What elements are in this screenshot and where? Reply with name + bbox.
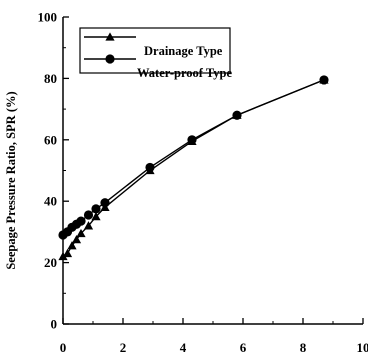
x-tick-label: 4	[180, 340, 187, 355]
series-layer	[58, 75, 329, 261]
circle-marker	[145, 162, 155, 173]
legend-circle-marker	[105, 54, 115, 64]
series-1	[58, 75, 329, 261]
axes: 0 20 40 60 80 100 0 2 4 6 8 10	[38, 10, 368, 356]
triangle-marker	[62, 248, 73, 258]
x-tick-label: 8	[300, 340, 307, 355]
y-tick-label: 60	[44, 132, 57, 147]
x-tick-label: 0	[60, 340, 67, 355]
triangle-marker	[91, 211, 101, 221]
circle-marker	[187, 135, 197, 145]
circle-marker	[83, 210, 94, 220]
x-tick-label: 6	[240, 340, 247, 355]
series-2	[58, 75, 329, 240]
legend-box	[79, 27, 231, 74]
circle-marker	[91, 204, 101, 214]
legend-label: Water-proof Type	[137, 66, 232, 80]
y-tick-label: 80	[44, 71, 57, 86]
legend: Drainage Type Water-proof Type	[79, 27, 232, 80]
triangle-marker	[58, 251, 68, 261]
circle-marker	[319, 75, 329, 85]
y-tick-label: 100	[38, 10, 58, 25]
x-tick-label: 2	[120, 340, 127, 355]
y-tick-label: 40	[44, 194, 57, 209]
triangle-marker	[67, 241, 77, 250]
y-tick-label: 0	[51, 317, 58, 332]
circle-marker	[100, 198, 110, 208]
series-line	[62, 79, 325, 258]
y-tick-label: 20	[44, 255, 57, 270]
series-line	[62, 79, 325, 236]
triangle-marker	[76, 228, 86, 238]
circle-marker	[232, 110, 242, 120]
triangle-marker	[83, 221, 94, 230]
legend-label: Drainage Type	[144, 44, 223, 58]
triangle-marker	[71, 234, 82, 244]
x-tick-label: 10	[357, 340, 368, 355]
y-axis-title: Seepage Pressure Ratio, SPR (%)	[4, 91, 18, 269]
circle-marker	[76, 216, 86, 226]
legend-triangle-marker	[105, 32, 115, 41]
